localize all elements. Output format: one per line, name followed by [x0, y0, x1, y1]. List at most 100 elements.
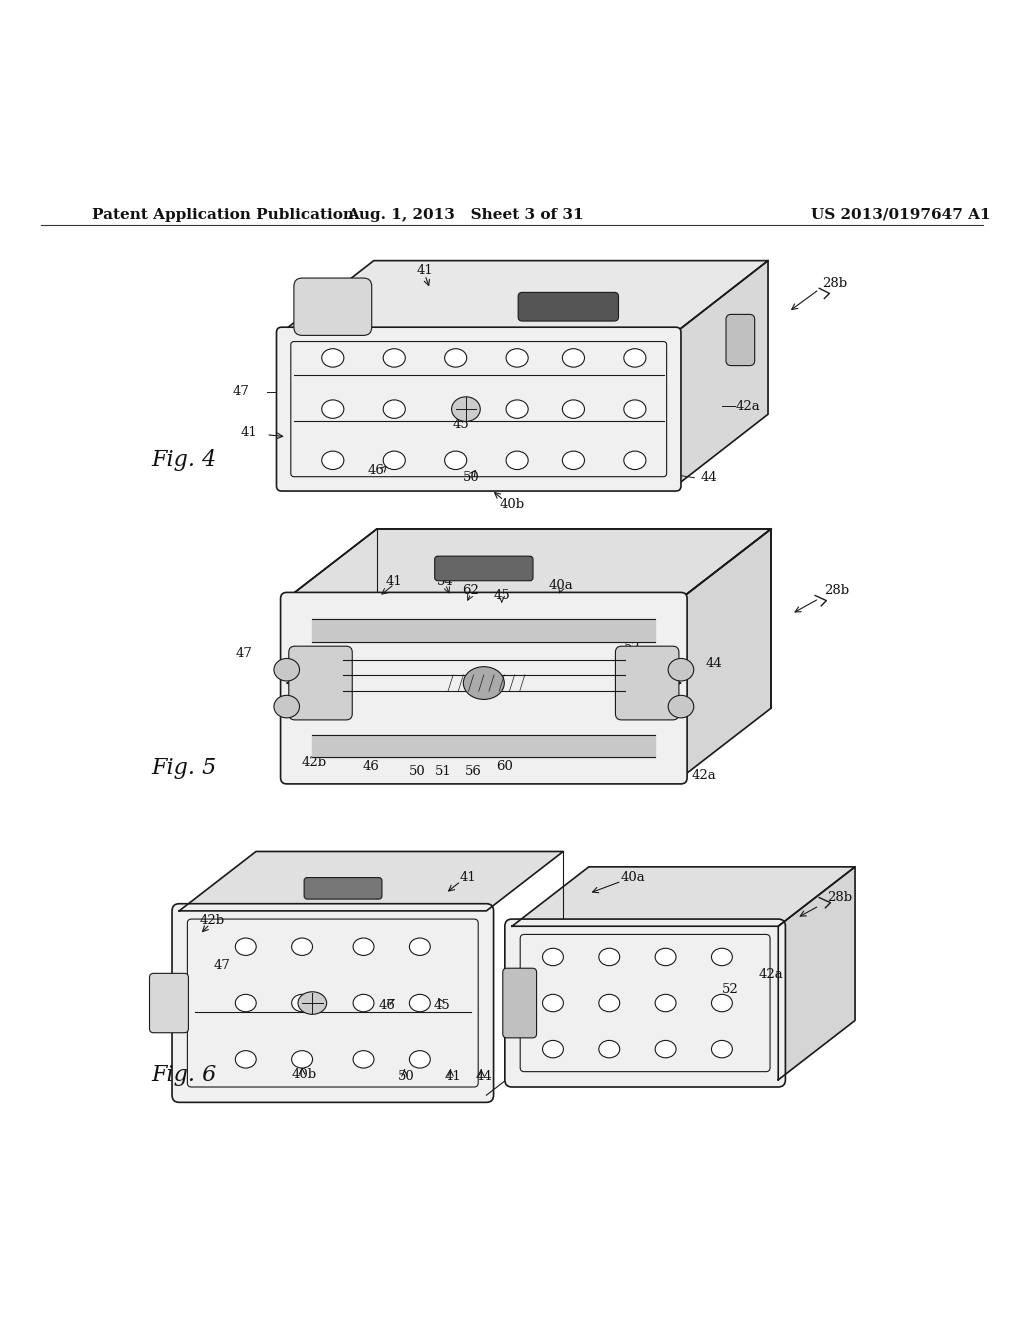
- Ellipse shape: [236, 939, 256, 956]
- Text: 28b: 28b: [822, 277, 847, 289]
- Ellipse shape: [463, 667, 505, 700]
- Text: 54: 54: [437, 574, 454, 587]
- Ellipse shape: [543, 1040, 563, 1057]
- Ellipse shape: [655, 994, 676, 1011]
- Text: 41: 41: [241, 426, 257, 440]
- Polygon shape: [681, 529, 771, 777]
- Text: 46: 46: [368, 465, 384, 477]
- Text: 51: 51: [435, 766, 452, 777]
- Polygon shape: [512, 867, 855, 927]
- Text: 62: 62: [463, 583, 479, 597]
- Text: 42a: 42a: [691, 770, 716, 783]
- Ellipse shape: [624, 400, 646, 418]
- Text: 46: 46: [362, 760, 379, 774]
- Ellipse shape: [322, 400, 344, 418]
- FancyBboxPatch shape: [289, 647, 352, 719]
- Text: Fig. 5: Fig. 5: [152, 756, 217, 779]
- Text: 40b: 40b: [500, 498, 524, 511]
- Ellipse shape: [452, 397, 480, 421]
- Ellipse shape: [562, 451, 585, 470]
- Polygon shape: [312, 735, 655, 758]
- Ellipse shape: [506, 348, 528, 367]
- Ellipse shape: [624, 451, 646, 470]
- FancyBboxPatch shape: [503, 969, 537, 1038]
- Text: 41: 41: [444, 1071, 461, 1084]
- Ellipse shape: [543, 994, 563, 1011]
- Ellipse shape: [599, 948, 620, 966]
- Ellipse shape: [292, 939, 312, 956]
- FancyBboxPatch shape: [276, 327, 681, 491]
- FancyBboxPatch shape: [518, 293, 618, 321]
- Text: 44: 44: [706, 656, 722, 669]
- Text: Patent Application Publication: Patent Application Publication: [92, 207, 354, 222]
- Text: US 2013/0197647 A1: US 2013/0197647 A1: [811, 207, 991, 222]
- Ellipse shape: [353, 1051, 374, 1068]
- Ellipse shape: [669, 696, 694, 718]
- Text: 56: 56: [465, 766, 481, 777]
- Ellipse shape: [712, 948, 732, 966]
- FancyBboxPatch shape: [435, 556, 534, 581]
- Text: 58: 58: [286, 661, 302, 675]
- Polygon shape: [282, 260, 768, 333]
- Ellipse shape: [274, 696, 300, 718]
- Text: 50: 50: [463, 471, 479, 484]
- Text: 47: 47: [214, 958, 230, 972]
- Ellipse shape: [353, 939, 374, 956]
- Ellipse shape: [322, 451, 344, 470]
- Ellipse shape: [236, 994, 256, 1011]
- Polygon shape: [778, 867, 855, 1080]
- Text: 44: 44: [476, 1071, 493, 1084]
- Text: 40a: 40a: [621, 871, 645, 883]
- Ellipse shape: [562, 348, 585, 367]
- Ellipse shape: [383, 400, 406, 418]
- Ellipse shape: [383, 451, 406, 470]
- Text: 46: 46: [379, 999, 395, 1011]
- Ellipse shape: [562, 400, 585, 418]
- Ellipse shape: [410, 994, 430, 1011]
- Text: 41: 41: [417, 264, 433, 277]
- Text: 41: 41: [386, 574, 402, 587]
- Ellipse shape: [410, 939, 430, 956]
- Text: 60: 60: [497, 760, 513, 774]
- FancyBboxPatch shape: [294, 279, 372, 335]
- Ellipse shape: [624, 348, 646, 367]
- Ellipse shape: [712, 1040, 732, 1057]
- Ellipse shape: [599, 994, 620, 1011]
- Polygon shape: [676, 260, 768, 486]
- Text: 28b: 28b: [827, 891, 852, 904]
- Text: 42b: 42b: [302, 756, 327, 768]
- Text: 42b: 42b: [200, 913, 224, 927]
- Ellipse shape: [506, 400, 528, 418]
- Polygon shape: [287, 529, 771, 598]
- Text: 44: 44: [700, 471, 717, 484]
- Text: 42a: 42a: [735, 400, 760, 413]
- Text: 47: 47: [232, 385, 249, 399]
- Ellipse shape: [655, 948, 676, 966]
- Text: Fig. 6: Fig. 6: [152, 1064, 217, 1086]
- FancyBboxPatch shape: [726, 314, 755, 366]
- Ellipse shape: [444, 348, 467, 367]
- Ellipse shape: [506, 451, 528, 470]
- Text: 50: 50: [398, 1071, 415, 1084]
- Ellipse shape: [599, 1040, 620, 1057]
- Ellipse shape: [383, 348, 406, 367]
- Ellipse shape: [410, 1051, 430, 1068]
- FancyBboxPatch shape: [281, 593, 687, 784]
- Text: 40b: 40b: [292, 1068, 316, 1081]
- Ellipse shape: [543, 948, 563, 966]
- Text: 45: 45: [494, 589, 510, 602]
- Ellipse shape: [669, 659, 694, 681]
- Ellipse shape: [236, 1051, 256, 1068]
- Text: 52: 52: [624, 642, 640, 655]
- Ellipse shape: [444, 451, 467, 470]
- Text: 50: 50: [409, 766, 425, 777]
- FancyBboxPatch shape: [150, 973, 188, 1032]
- FancyBboxPatch shape: [615, 647, 679, 719]
- Text: 45: 45: [453, 418, 469, 430]
- Ellipse shape: [292, 994, 312, 1011]
- Ellipse shape: [298, 991, 327, 1014]
- FancyBboxPatch shape: [505, 919, 785, 1086]
- Text: 40a: 40a: [549, 578, 573, 591]
- Polygon shape: [179, 851, 563, 911]
- Ellipse shape: [274, 659, 300, 681]
